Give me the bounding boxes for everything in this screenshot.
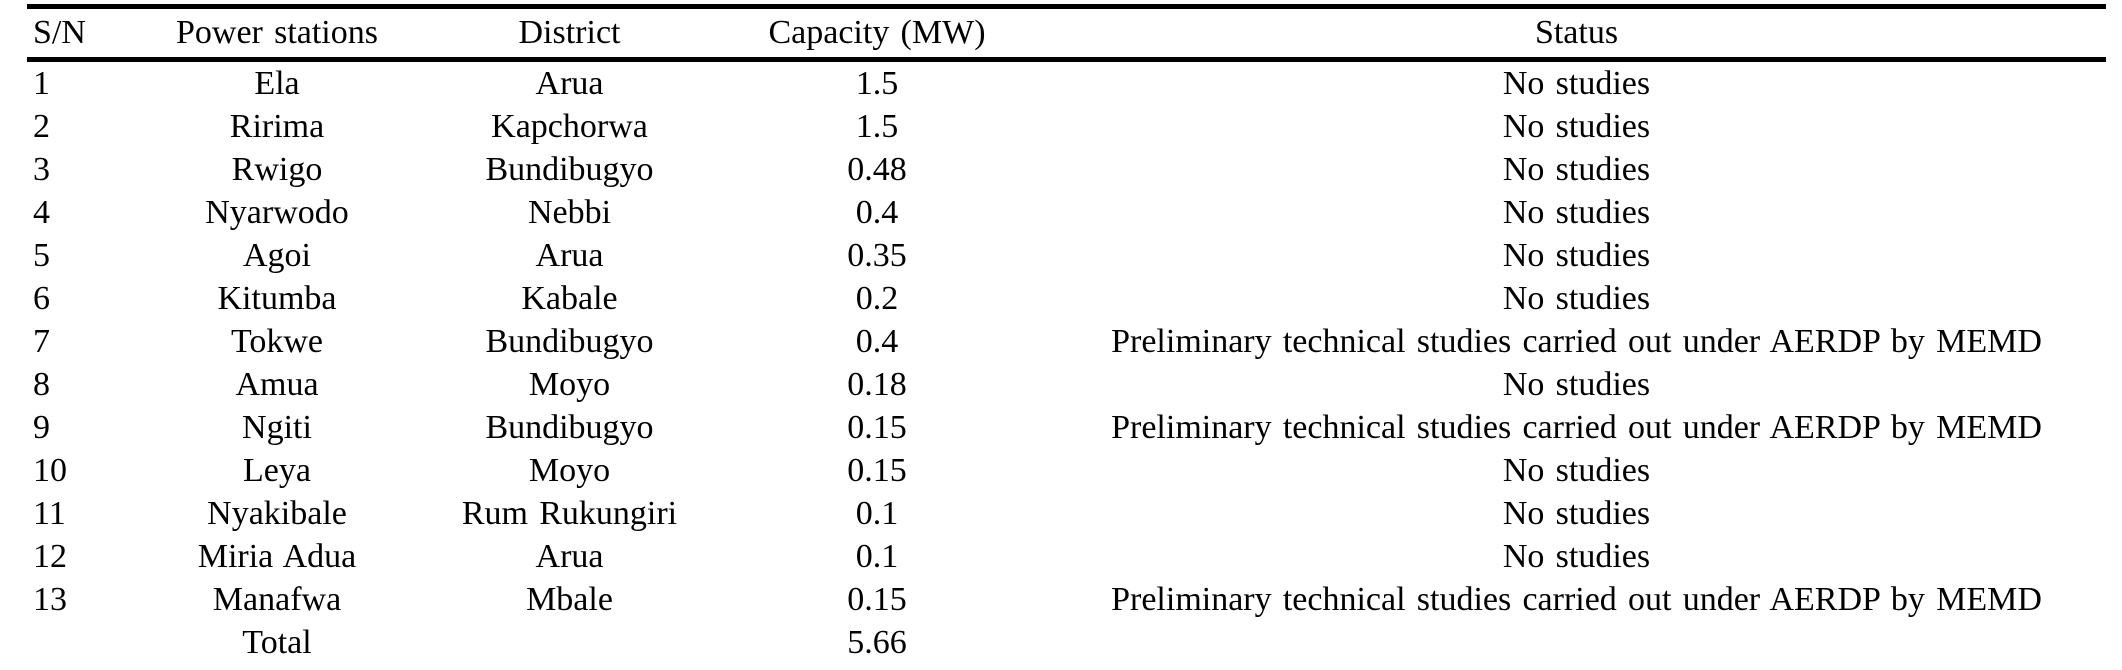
cell-capacity: 0.15	[847, 408, 907, 446]
cell-station: Ela	[254, 64, 300, 102]
cell-station: Nyakibale	[207, 494, 347, 532]
cell-status: No studies	[1502, 150, 1651, 188]
cell-capacity: 0.35	[847, 236, 907, 274]
table-row: 11 Nyakibale Rum Rukungiri 0.1 No studies	[27, 492, 2106, 535]
power-stations-table: S/N Power stations District Capacity (MW) St…	[27, 4, 2106, 664]
cell-station: Ngiti	[242, 408, 312, 446]
column-header-sn: S/N	[33, 14, 86, 51]
cell-station: Tokwe	[230, 322, 324, 360]
cell-district-empty	[432, 621, 707, 664]
cell-sn: 8	[33, 365, 50, 403]
cell-district: Arua	[535, 236, 604, 274]
cell-sn: 6	[33, 279, 50, 317]
cell-district: Nebbi	[527, 193, 612, 231]
cell-sn: 2	[33, 107, 50, 145]
cell-district: Kapchorwa	[491, 107, 648, 145]
cell-status: No studies	[1502, 107, 1651, 145]
cell-status: No studies	[1502, 365, 1651, 403]
cell-status: No studies	[1502, 494, 1651, 532]
column-header-station: Power stations	[176, 14, 378, 51]
cell-district: Arua	[535, 64, 604, 102]
cell-capacity: 0.15	[847, 451, 907, 489]
cell-sn: 1	[33, 64, 50, 102]
cell-sn-empty	[27, 621, 122, 664]
column-header-status: Status	[1534, 14, 1619, 51]
cell-capacity: 0.2	[855, 279, 899, 317]
cell-capacity: 0.1	[855, 494, 899, 532]
table-body: 1 Ela Arua 1.5 No studies 2 Ririma Kapchorwa 1.5…	[27, 60, 2106, 665]
cell-capacity: 0.4	[855, 193, 899, 231]
cell-status: Preliminary technical studies carried ou…	[1111, 580, 2042, 618]
column-header-capacity: Capacity (MW)	[768, 14, 986, 51]
cell-sn: 10	[33, 451, 67, 489]
cell-district: Rum Rukungiri	[461, 494, 678, 532]
cell-status-empty	[1047, 621, 2106, 664]
table-row: 2 Ririma Kapchorwa 1.5 No studies	[27, 105, 2106, 148]
cell-sn: 11	[33, 494, 66, 532]
cell-station: Agoi	[243, 236, 311, 274]
table-row: 12 Miria Adua Arua 0.1 No studies	[27, 535, 2106, 578]
cell-capacity: 1.5	[855, 107, 899, 145]
cell-sn: 13	[33, 580, 67, 618]
total-label: Total	[242, 623, 312, 661]
cell-status: No studies	[1502, 236, 1651, 274]
table-row: 3 Rwigo Bundibugyo 0.48 No studies	[27, 148, 2106, 191]
table-row: 8 Amua Moyo 0.18 No studies	[27, 363, 2106, 406]
cell-status: No studies	[1502, 64, 1651, 102]
cell-sn: 12	[33, 537, 67, 575]
cell-sn: 4	[33, 193, 50, 231]
cell-station: Rwigo	[231, 150, 323, 188]
cell-district: Bundibugyo	[485, 408, 654, 446]
table-row: 4 Nyarwodo Nebbi 0.4 No studies	[27, 191, 2106, 234]
cell-sn: 3	[33, 150, 50, 188]
table-row: 9 Ngiti Bundibugyo 0.15 Preliminary technica…	[27, 406, 2106, 449]
table-row: 1 Ela Arua 1.5 No studies	[27, 60, 2106, 106]
total-row: Total 5.66	[27, 621, 2106, 664]
cell-status: No studies	[1502, 279, 1651, 317]
cell-district: Bundibugyo	[485, 322, 654, 360]
header-row: S/N Power stations District Capacity (MW) St…	[27, 7, 2106, 60]
cell-station: Manafwa	[212, 580, 342, 618]
cell-capacity: 0.18	[847, 365, 907, 403]
table-row: 5 Agoi Arua 0.35 No studies	[27, 234, 2106, 277]
cell-district: Moyo	[528, 365, 611, 403]
cell-station: Miria Adua	[197, 537, 357, 575]
cell-status: Preliminary technical studies carried ou…	[1111, 322, 2042, 360]
cell-station: Amua	[235, 365, 319, 403]
cell-sn: 7	[33, 322, 50, 360]
table-row: 10 Leya Moyo 0.15 No studies	[27, 449, 2106, 492]
cell-station: Kitumba	[217, 279, 337, 317]
total-capacity: 5.66	[847, 623, 907, 661]
cell-status: No studies	[1502, 451, 1651, 489]
cell-status: Preliminary technical studies carried ou…	[1111, 408, 2042, 446]
cell-station: Nyarwodo	[205, 193, 349, 231]
cell-capacity: 0.15	[847, 580, 907, 618]
cell-capacity: 0.48	[847, 150, 907, 188]
cell-district: Moyo	[528, 451, 611, 489]
cell-district: Arua	[535, 537, 604, 575]
cell-capacity: 1.5	[855, 64, 899, 102]
cell-district: Kabale	[521, 279, 618, 317]
cell-status: No studies	[1502, 193, 1651, 231]
cell-status: No studies	[1502, 537, 1651, 575]
cell-station: Leya	[243, 451, 311, 489]
cell-station: Ririma	[229, 107, 325, 145]
cell-capacity: 0.4	[855, 322, 899, 360]
table-row: 13 Manafwa Mbale 0.15 Preliminary technical …	[27, 578, 2106, 621]
table-row: 7 Tokwe Bundibugyo 0.4 Preliminary technical…	[27, 320, 2106, 363]
cell-sn: 9	[33, 408, 50, 446]
cell-district: Bundibugyo	[485, 150, 654, 188]
cell-sn: 5	[33, 236, 50, 274]
column-header-district: District	[518, 14, 621, 51]
table-row: 6 Kitumba Kabale 0.2 No studies	[27, 277, 2106, 320]
cell-capacity: 0.1	[855, 537, 899, 575]
cell-district: Mbale	[526, 580, 613, 618]
